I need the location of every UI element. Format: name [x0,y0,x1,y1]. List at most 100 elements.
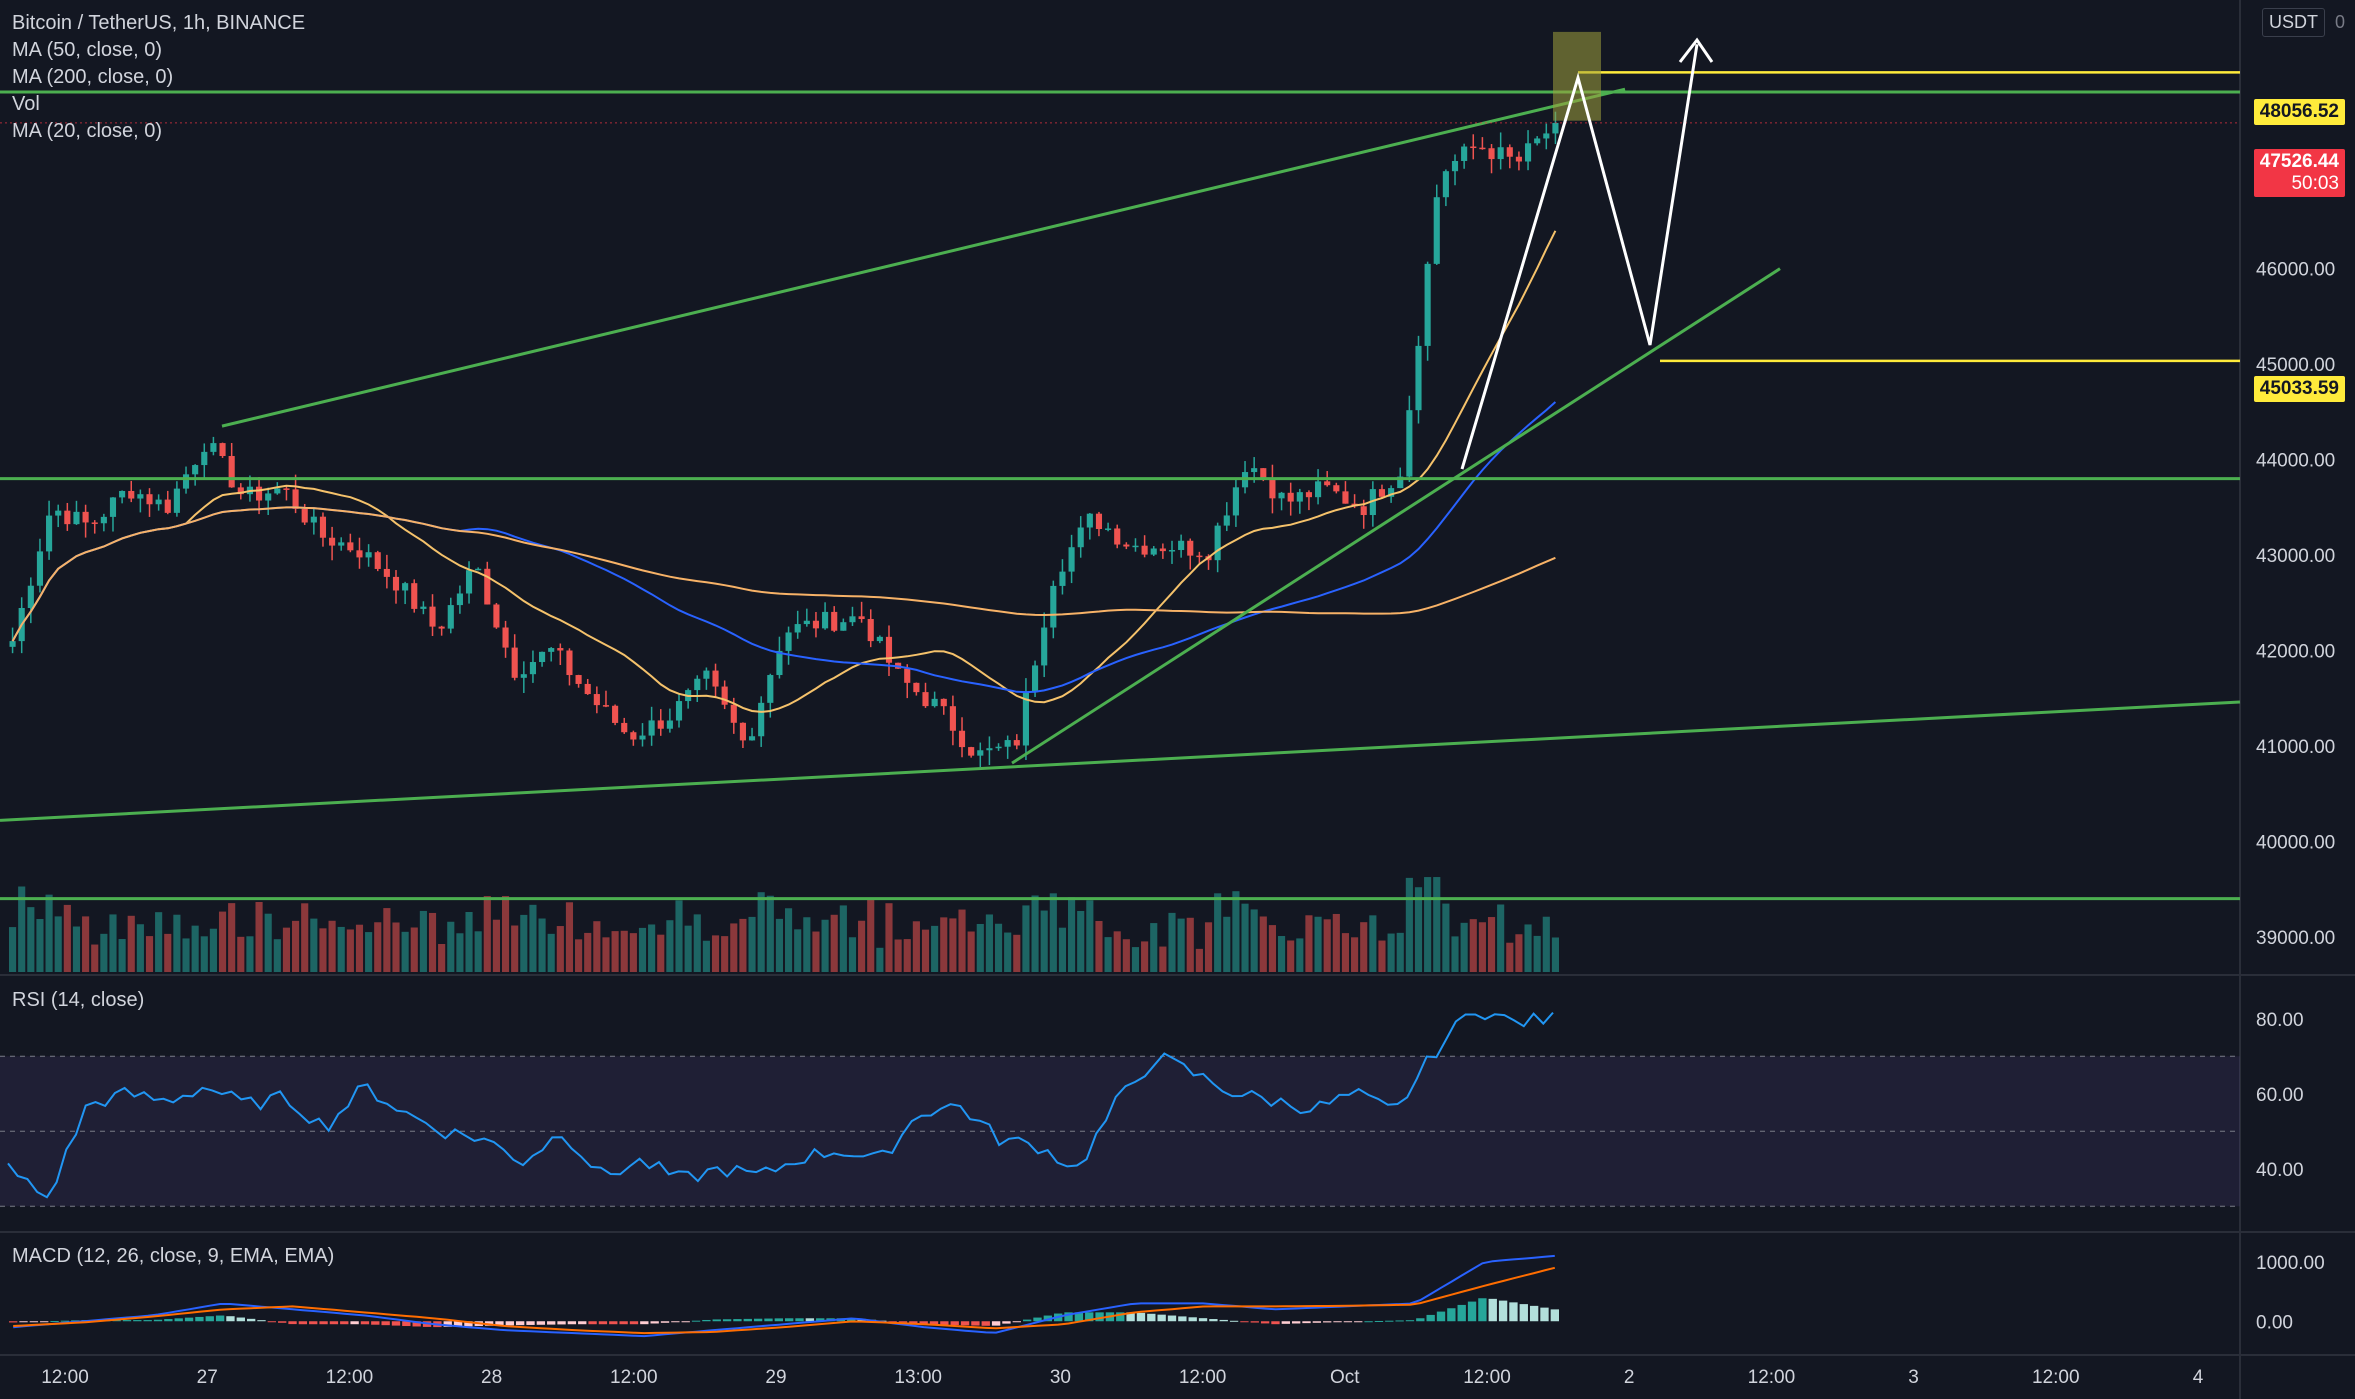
volume-bar [337,926,345,972]
candle-body [548,648,555,652]
candle-body [876,636,883,642]
volume-bar [757,892,765,972]
candle-body [255,486,263,501]
volume-bar [218,911,227,972]
volume-bar [72,926,81,972]
volume-bar [392,922,400,972]
volume-bar [684,925,692,972]
candle-body [986,748,993,751]
candle-body [703,670,710,679]
candle-body [383,568,390,577]
macd-histogram-bar [9,1321,18,1323]
legend: Bitcoin / TetherUS, 1h, BINANCE MA (50, … [12,10,305,145]
candle-body [100,516,107,524]
volume-bar [237,936,245,972]
candle-body [1543,133,1550,139]
macd-histogram-bar [1281,1321,1290,1324]
volume-bar [994,923,1003,972]
candle-body [319,516,327,538]
volume-bar [465,911,473,972]
macd-histogram-bar [184,1317,194,1322]
candle-body [1397,476,1404,489]
macd-histogram-bar [1509,1302,1518,1322]
volume-bar [1506,942,1514,972]
macd-histogram-bar [278,1321,287,1323]
candle-body [1013,740,1020,746]
indicator-ma50[interactable]: MA (50, close, 0) [12,39,163,61]
candle-body [612,705,619,723]
candle-body [146,494,153,505]
price-axis-label: 46000.00 [2256,260,2335,281]
candle-body [91,522,98,524]
volume-bar [931,925,939,972]
macd-histogram-bar [981,1321,990,1326]
volume-bar [648,924,656,972]
candle-body [1479,147,1486,150]
macd-histogram-bar [246,1318,256,1322]
volume-bar [1360,922,1368,972]
volume-bar [748,916,756,972]
volume-bar [1195,948,1203,972]
macd-histogram-bar [722,1319,732,1322]
time-axis-label: 29 [765,1367,786,1388]
macd-histogram-bar [267,1321,277,1323]
candle-body [1442,171,1449,198]
candle-body [593,694,600,706]
time-axis-label: 2 [1624,1367,1635,1388]
volume-bar [456,933,464,972]
macd-histogram-bar [1085,1312,1094,1322]
candle-body [237,487,244,495]
volume-bar [438,943,446,972]
volume-bar [976,923,984,972]
candle-body [64,510,71,525]
macd-histogram-bar [60,1320,70,1322]
time-axis-label: 3 [1908,1367,1919,1388]
macd-histogram-bar [360,1321,370,1325]
rsi-pane [0,1011,2240,1207]
volume-bar [1515,934,1523,972]
candle-body [840,622,847,631]
volume-bar [1396,932,1404,972]
volume-bar [492,919,500,972]
time-axis-label: 13:00 [894,1367,942,1388]
candle-body [630,732,637,740]
candle-body [995,746,1002,749]
candle-body [1004,740,1011,747]
time-axis-label: 12:00 [2032,1367,2080,1388]
volume-bar [18,886,26,972]
candle-body [949,706,956,731]
candle-body [584,683,591,695]
price-axis-label: 42000.00 [2256,641,2335,662]
volume-bar [638,927,647,972]
candle-body [931,698,938,707]
candle-body [292,489,299,509]
macd-histogram-bar [629,1321,639,1325]
volume-bar [821,919,829,972]
candle-body [922,692,929,707]
indicator-ma200[interactable]: MA (200, close, 0) [12,66,174,88]
macd-histogram-bar [1364,1321,1373,1323]
candle-body [858,616,865,620]
candle-body [1333,485,1340,492]
volume-bar [967,931,975,972]
volume-bar [912,921,920,972]
symbol-title[interactable]: Bitcoin / TetherUS, 1h, BINANCE [12,12,306,34]
macd-legend[interactable]: MACD (12, 26, close, 9, EMA, EMA) [12,1245,335,1267]
macd-histogram-bar [19,1321,28,1323]
time-axis-label: 12:00 [326,1367,374,1388]
volume-bar [501,896,510,972]
indicator-volume[interactable]: Vol [12,93,40,115]
volume-bar [1332,913,1340,972]
rsi-legend[interactable]: RSI (14, close) [12,989,145,1011]
macd-axis-label: 1000.00 [2256,1253,2325,1274]
macd-histogram-bar [847,1318,856,1322]
macd-histogram-bar [567,1321,577,1325]
volume-bar [520,914,528,972]
candle-body [109,497,117,517]
candle-body [465,570,473,594]
currency-button[interactable]: USDT [2262,8,2325,37]
indicator-ma20[interactable]: MA (20, close, 0) [12,120,163,142]
candlesticks [9,111,1559,768]
volume-bar [136,924,144,972]
